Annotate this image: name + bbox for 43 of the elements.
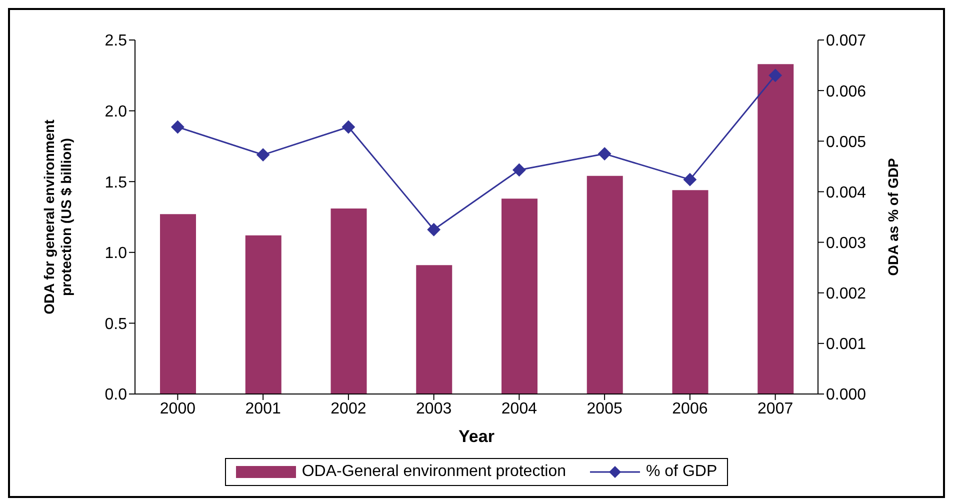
x-tick-label: 2007 — [758, 400, 794, 418]
legend-label: % of GDP — [644, 463, 718, 481]
bar — [330, 208, 367, 394]
y-tick-label: 2.0 — [104, 103, 128, 120]
bar — [586, 176, 623, 394]
y-axis-title: ODA for general environment protection (US $ billion) — [41, 119, 74, 314]
y2-tick-label: 0.005 — [826, 134, 866, 151]
bar — [502, 198, 538, 394]
legend-label: ODA-General environment protection — [300, 463, 566, 481]
x-tick-label: 2003 — [416, 400, 452, 418]
point — [683, 173, 696, 186]
y-tick-label: 1.0 — [104, 245, 128, 262]
y-tick-label: 2.5 — [104, 32, 128, 50]
y2-axis-title: ODA as % of GDP — [885, 158, 901, 276]
bar — [672, 190, 708, 394]
point — [342, 120, 355, 134]
point — [171, 120, 184, 134]
y2-tick-label: 0.006 — [826, 83, 866, 100]
point — [598, 147, 612, 160]
bar — [758, 64, 794, 394]
y-tick-label: 0.0 — [104, 386, 128, 404]
bar — [160, 214, 196, 394]
x-tick-label: 2000 — [160, 400, 196, 418]
bar — [245, 235, 282, 394]
point — [512, 163, 526, 176]
y-tick-label: 0.5 — [104, 316, 128, 333]
y2-tick-label: 0.007 — [826, 32, 866, 50]
x-tick-label: 2002 — [330, 400, 366, 418]
point — [427, 223, 440, 236]
y-tick-label: 1.5 — [104, 174, 128, 192]
point — [768, 68, 782, 82]
x-tick-label: 2004 — [501, 400, 538, 418]
y2-tick-label: 0.004 — [826, 184, 866, 202]
bar — [416, 265, 452, 394]
x-tick-label: 2001 — [245, 400, 281, 418]
point — [256, 148, 270, 162]
y2-tick-label: 0.003 — [826, 234, 866, 252]
y2-tick-label: 0.001 — [826, 336, 866, 354]
x-tick-label: 2006 — [672, 400, 708, 418]
y2-tick-label: 0.000 — [826, 386, 866, 404]
x-axis-title: Year — [458, 427, 495, 446]
x-tick-label: 2005 — [586, 400, 622, 418]
y2-tick-label: 0.002 — [826, 286, 866, 303]
